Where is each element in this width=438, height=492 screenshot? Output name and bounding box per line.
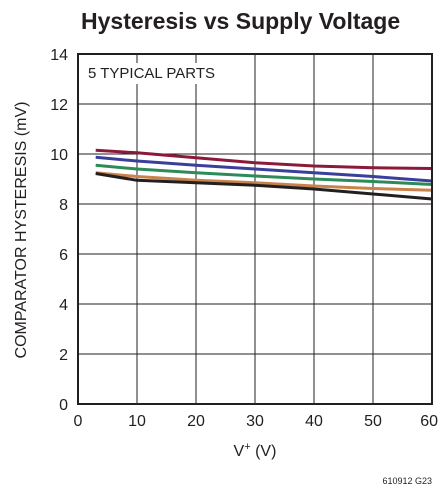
x-axis-label-sup: + — [244, 441, 250, 453]
figure-id: 610912 G23 — [382, 476, 432, 486]
x-tick-label: 60 — [420, 413, 438, 430]
x-tick-label: 40 — [305, 413, 323, 430]
y-tick-label: 14 — [50, 47, 68, 64]
series-line-5 — [95, 172, 433, 201]
x-tick-label: 10 — [128, 413, 146, 430]
grid-lines — [78, 54, 432, 404]
annotation-label: 5 TYPICAL PARTS — [88, 65, 215, 82]
x-tick-label: 0 — [74, 413, 83, 430]
x-tick-label: 20 — [187, 413, 205, 430]
y-tick-label: 10 — [50, 147, 68, 164]
x-tick-label: 50 — [364, 413, 382, 430]
y-tick-label: 2 — [59, 347, 68, 364]
series-line-4 — [95, 171, 433, 192]
y-tick-label: 4 — [59, 297, 68, 314]
x-tick-label: 30 — [246, 413, 264, 430]
y-tick-label: 12 — [50, 97, 68, 114]
chart-title: Hysteresis vs Supply Voltage — [81, 8, 400, 34]
series-lines — [95, 148, 433, 201]
x-axis-label-main: V — [234, 443, 245, 460]
y-tick-label: 8 — [59, 197, 68, 214]
x-tick-labels: 0 10 20 30 40 50 60 — [74, 413, 438, 430]
y-tick-label: 6 — [59, 247, 68, 264]
y-tick-label: 0 — [59, 397, 68, 414]
x-axis-label: V+ (V) — [234, 441, 277, 460]
series-line-1 — [95, 148, 433, 170]
annotation-background — [85, 63, 218, 84]
plot-frame — [77, 53, 433, 405]
series-line-2 — [95, 155, 433, 183]
series-line-3 — [95, 163, 433, 186]
x-axis-label-unit: (V) — [251, 443, 277, 460]
y-axis-label: COMPARATOR HYSTERESIS (mV) — [13, 102, 30, 359]
y-tick-labels: 0 2 4 6 8 10 12 14 — [50, 47, 68, 414]
